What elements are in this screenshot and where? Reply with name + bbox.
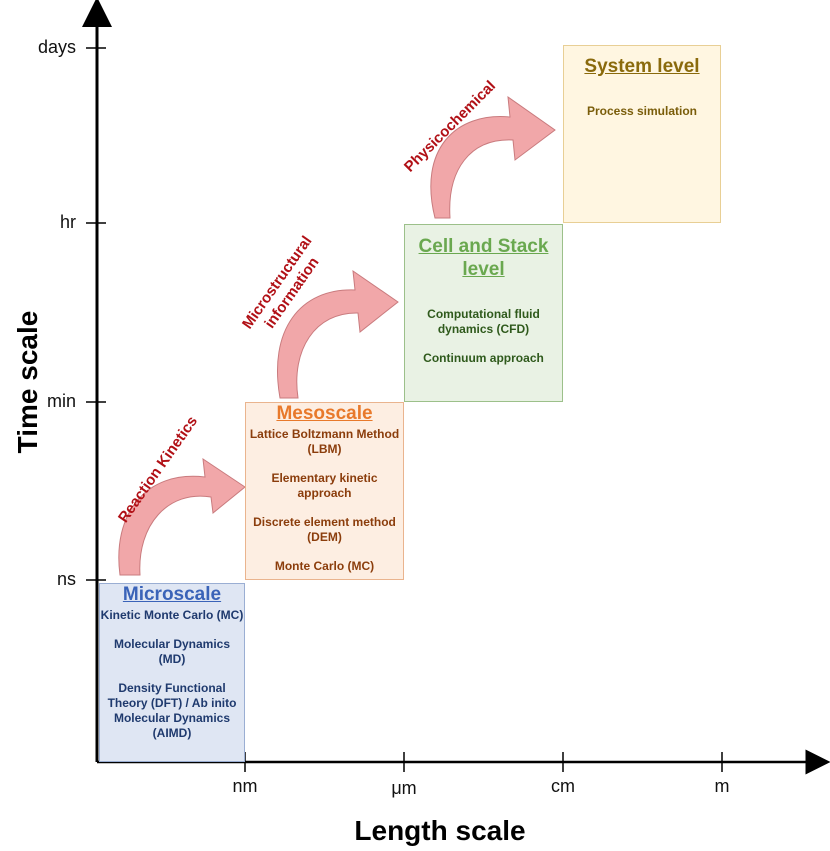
y-tick-ns: ns bbox=[56, 569, 76, 589]
cell-stack-title: Cell and Stack level bbox=[418, 236, 549, 280]
cell-item-continuum: Continuum approach bbox=[423, 351, 544, 365]
x-tick-m: m bbox=[714, 776, 730, 796]
cell-item-cfd: Computational fluid dynamics (CFD) bbox=[427, 307, 540, 336]
reaction-kinetics-arrow bbox=[118, 457, 246, 576]
x-tick-nm: nm bbox=[232, 776, 258, 796]
x-axis-title: Length scale bbox=[354, 815, 526, 846]
microscale-box: Microscale Kinetic Monte Carlo (MC) Mole… bbox=[99, 583, 245, 762]
meso-item-dem: Discrete element method (DEM) bbox=[253, 515, 396, 544]
cell-stack-box: Cell and Stack level Computational fluid… bbox=[404, 224, 563, 402]
y-tick-days: days bbox=[37, 37, 76, 57]
micro-item-kmc: Kinetic Monte Carlo (MC) bbox=[100, 608, 244, 622]
x-tick-cm: cm bbox=[551, 776, 575, 796]
meso-item-mc: Monte Carlo (MC) bbox=[274, 559, 375, 573]
meso-item-ek: Elementary kinetic approach bbox=[271, 471, 378, 500]
y-tick-min: min bbox=[46, 391, 76, 411]
y-tick-hr: hr bbox=[59, 212, 76, 232]
x-tick-marks bbox=[244, 752, 723, 772]
meso-item-lbm: Lattice Boltzmann Method (LBM) bbox=[249, 427, 400, 456]
mesoscale-title: Mesoscale bbox=[276, 403, 373, 424]
microstructural-arrow bbox=[276, 269, 399, 399]
microscale-title: Microscale bbox=[122, 584, 222, 605]
micro-item-dft: Density Functional Theory (DFT) / Ab ini… bbox=[107, 681, 237, 740]
y-axis-title: Time scale bbox=[12, 310, 43, 454]
system-item-process: Process simulation bbox=[586, 104, 698, 118]
mesoscale-box: Mesoscale Lattice Boltzmann Method (LBM)… bbox=[245, 402, 404, 580]
system-level-box: System level Process simulation bbox=[563, 45, 721, 223]
micro-item-md: Molecular Dynamics (MD) bbox=[113, 637, 231, 666]
x-tick-um: μm bbox=[391, 778, 417, 798]
system-level-title: System level bbox=[584, 56, 700, 77]
y-tick-marks bbox=[86, 47, 106, 581]
physicochemical-arrow bbox=[430, 95, 556, 219]
